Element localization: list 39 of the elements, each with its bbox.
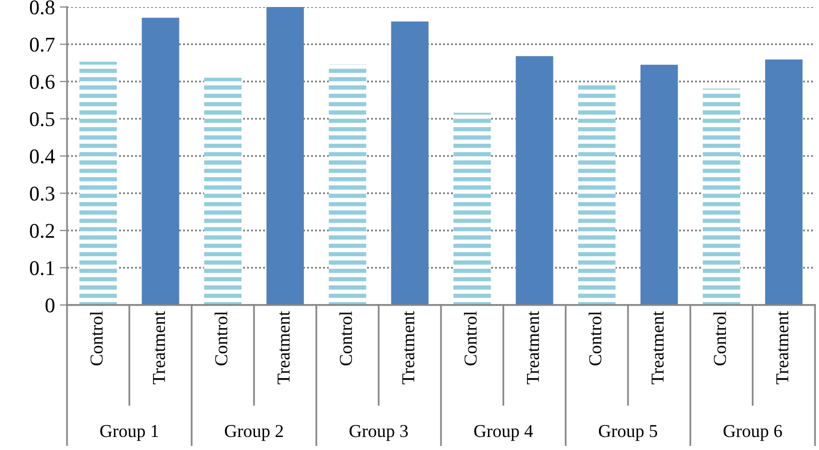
bar (328, 64, 366, 305)
y-tick-label: 0.7 (30, 38, 55, 52)
bar (142, 18, 180, 305)
text: Control (90, 311, 103, 366)
x-tick-label: Group 1 (100, 425, 158, 441)
text: Control (464, 311, 477, 366)
bar (266, 7, 304, 305)
text: Treatment (153, 311, 166, 384)
y-tick-label: 0.6 (30, 74, 55, 90)
y-tick-label: 0.8 (30, 0, 54, 15)
y-tick-label: 0.3 (30, 186, 54, 201)
y-tick-label: 0 (46, 298, 54, 312)
bar (702, 88, 740, 305)
x-tick-label: Group 5 (598, 425, 658, 441)
text: Control (588, 311, 602, 366)
text: Control (339, 311, 352, 366)
text: Treatment (402, 311, 414, 384)
bar (391, 22, 429, 305)
text: Control (713, 311, 726, 366)
text: Treatment (278, 311, 290, 384)
bar (578, 84, 616, 305)
text: Treatment (776, 311, 788, 384)
y-tick-label: 0.5 (30, 112, 54, 126)
bar (640, 64, 678, 305)
x-tick-label: Group 6 (724, 425, 782, 441)
text: Treatment (527, 311, 540, 384)
y-tick-label: 0.2 (30, 224, 54, 238)
bar (765, 60, 803, 305)
y-tick-label: 0.1 (30, 261, 54, 276)
bar (204, 78, 242, 305)
bar (453, 112, 491, 305)
bar (516, 56, 554, 305)
x-tick-label: Group 3 (350, 425, 408, 441)
text: Control (214, 311, 228, 366)
x-tick-label: Group 2 (224, 425, 283, 441)
text: Treatment (652, 311, 664, 384)
y-tick-label: 0.4 (30, 149, 55, 164)
x-tick-label: Group 4 (474, 425, 533, 441)
bar (79, 62, 117, 305)
